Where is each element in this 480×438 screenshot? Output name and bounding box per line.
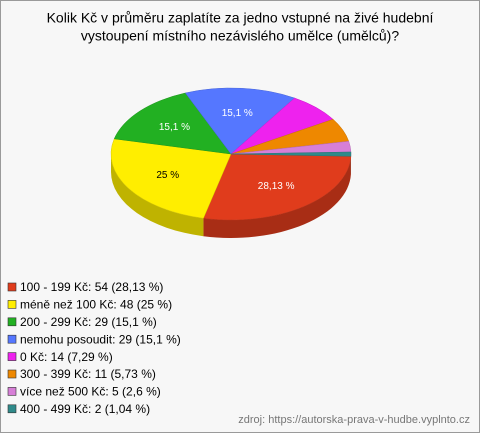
legend-swatch (8, 353, 16, 361)
legend-swatch (8, 387, 16, 395)
legend-swatch (8, 335, 16, 343)
slice-label: 28,13 % (258, 181, 295, 192)
legend-swatch (8, 405, 16, 413)
chart-title: vystoupení místního nezávislého umělce (… (81, 28, 399, 44)
slice-label: 15,1 % (222, 108, 253, 119)
legend-swatch (8, 283, 16, 291)
legend-label: 300 - 399 Kč: 11 (5,73 %) (20, 367, 156, 381)
legend-label: 100 - 199 Kč: 54 (28,13 %) (20, 280, 163, 294)
slice-label: 15,1 % (159, 122, 190, 133)
slice-label: 25 % (156, 170, 179, 181)
legend-swatch (8, 300, 16, 308)
legend-swatch (8, 318, 16, 326)
chart-title: Kolik Kč v průměru zaplatíte za jedno vs… (47, 10, 434, 26)
legend-label: 400 - 499 Kč: 2 (1,04 %) (20, 402, 150, 416)
legend-label: více než 500 Kč: 5 (2,6 %) (20, 385, 161, 399)
legend-swatch (8, 370, 16, 378)
legend-label: 0 Kč: 14 (7,29 %) (20, 350, 113, 364)
source: zdroj: https://autorska-prava-v-hudbe.vy… (238, 414, 470, 426)
legend-label: méně než 100 Kč: 48 (25 %) (20, 298, 172, 312)
legend-label: nemohu posoudit: 29 (15,1 %) (20, 332, 181, 346)
legend-label: 200 - 299 Kč: 29 (15,1 %) (20, 315, 157, 329)
